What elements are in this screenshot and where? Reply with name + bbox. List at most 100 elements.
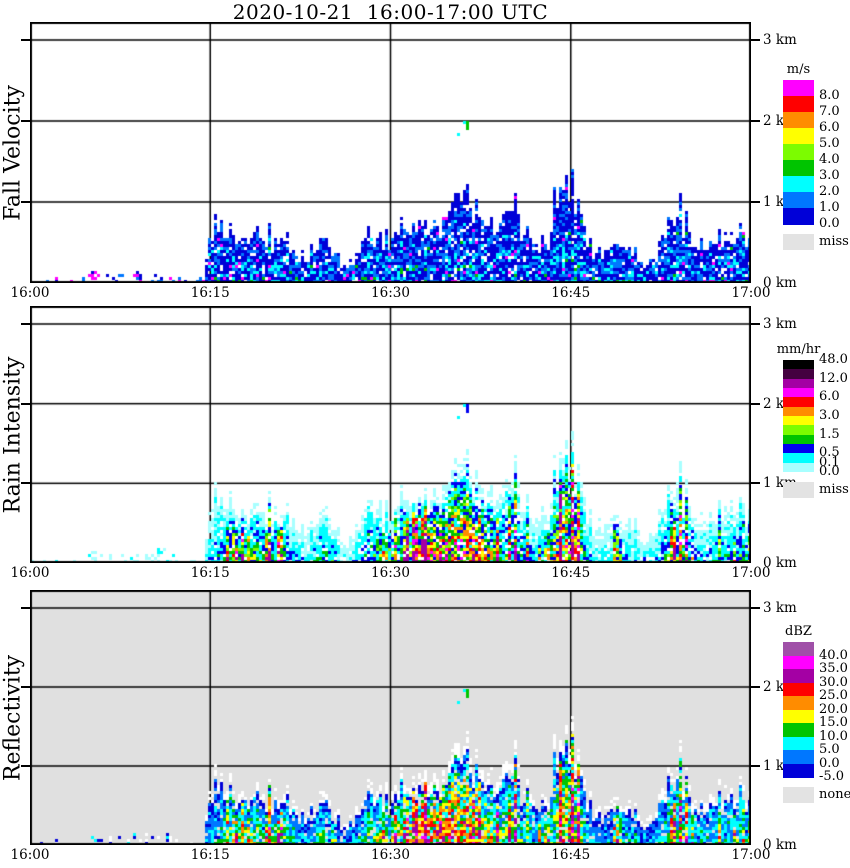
colorbar-value-label: 5.0	[819, 135, 840, 151]
time-tick-label: 17:00	[731, 847, 771, 863]
height-tick-right	[751, 482, 760, 485]
colorbar-value-label: 15.0	[819, 715, 848, 730]
colorbar-cell	[783, 208, 814, 225]
colorbar-cell	[783, 444, 814, 454]
colorbar-value-label: 1.5	[819, 426, 840, 442]
colorbar-value-label: 10.0	[819, 728, 848, 744]
colorbar-value-label: 0.1	[819, 454, 840, 470]
height-tick-left	[21, 120, 30, 122]
height-tick-right	[751, 201, 760, 203]
height-tick-left	[21, 323, 30, 325]
colorbar-value-label: 20.0	[819, 701, 848, 717]
colorbar-value-label: 8.0	[819, 87, 840, 103]
colorbar-value-label: 3.0	[819, 408, 840, 423]
colorbar-value-label: 0.0	[819, 755, 840, 771]
colorbar-cell	[783, 453, 814, 464]
time-tick-label: 16:15	[190, 847, 230, 863]
colorbar-cell	[783, 709, 814, 724]
colorbar-value-label: 4.0	[819, 152, 840, 167]
height-tick-left	[21, 39, 30, 41]
colorbar-cell	[783, 425, 814, 436]
colorbar-cell	[783, 434, 814, 445]
colorbar-cell	[783, 112, 814, 129]
colorbar-unit-dbz: dBZ	[785, 624, 812, 639]
colorbar-cell	[783, 750, 814, 764]
colorbar-cell	[783, 128, 814, 145]
colorbar-cell	[783, 462, 814, 473]
colorbar-cell	[783, 96, 814, 113]
reflectivity-heatmap	[30, 590, 751, 845]
height-tick-left	[21, 402, 30, 405]
colorbar-value-label: 35.0	[819, 661, 848, 676]
colorbar-value-label: 30.0	[819, 674, 848, 690]
time-tick-label: 16:00	[10, 285, 50, 301]
colorbar-value-label: 2.0	[819, 184, 840, 199]
colorbar-value-label: 48.0	[819, 352, 848, 367]
colorbar-missing-swatch	[783, 482, 814, 498]
height-tick-right	[751, 686, 760, 688]
fall-velocity-heatmap	[30, 22, 751, 283]
figure-title: 2020-10-21 16:00-17:00 UTC	[232, 0, 549, 24]
time-tick-label: 16:00	[10, 847, 50, 863]
colorbar-value-label: 40.0	[819, 647, 848, 663]
time-tick-label: 16:45	[551, 285, 591, 301]
height-tick-label: 3 km	[763, 316, 797, 332]
colorbar-value-label: 25.0	[819, 688, 848, 703]
height-tick-right	[751, 765, 760, 767]
colorbar-value-label: 12.0	[819, 370, 848, 386]
colorbar-cell	[783, 696, 814, 710]
height-tick-left	[21, 765, 30, 767]
height-tick-left	[21, 201, 30, 203]
time-tick-label: 16:45	[551, 847, 591, 863]
panel-title-fall-velocity: Fall Velocity	[0, 84, 25, 221]
colorbar-missing-label: miss	[819, 234, 849, 249]
colorbar-value-label: -5.0	[819, 769, 845, 784]
height-tick-right	[751, 39, 760, 41]
colorbar-cell	[783, 192, 814, 209]
colorbar-missing-swatch	[783, 234, 814, 250]
colorbar-cell	[783, 144, 814, 161]
colorbar-value-label: 0.0	[819, 216, 840, 231]
height-tick-right	[751, 607, 760, 609]
colorbar-cell	[783, 388, 814, 398]
time-tick-label: 16:15	[190, 565, 230, 581]
colorbar-cell	[783, 723, 814, 737]
colorbar-cell	[783, 369, 814, 380]
height-tick-right	[751, 323, 760, 325]
colorbar-value-label: 3.0	[819, 168, 840, 183]
colorbar-missing-label: none	[819, 787, 850, 802]
panel-title-reflectivity: Reflectivity	[0, 654, 25, 781]
time-tick-label: 16:30	[371, 565, 410, 581]
colorbar-cell	[783, 416, 814, 426]
time-tick-label: 16:00	[10, 565, 50, 581]
colorbar-value-label: 0.5	[819, 445, 840, 461]
colorbar-cell	[783, 397, 814, 408]
height-tick-label: 3 km	[763, 600, 797, 616]
colorbar-value-label: 6.0	[819, 119, 840, 135]
colorbar-missing-label: miss	[819, 482, 849, 497]
colorbar-value-label: 0.0	[819, 464, 840, 479]
colorbar-unit-m-s: m/s	[786, 62, 811, 77]
colorbar-cell	[783, 682, 814, 697]
rain-intensity-heatmap	[30, 306, 751, 563]
colorbar-value-label: 5.0	[819, 742, 840, 757]
time-tick-label: 16:30	[371, 847, 410, 863]
colorbar-cell	[783, 80, 814, 97]
panel-title-rain-intensity: Rain Intensity	[0, 356, 25, 513]
colorbar-cell	[783, 176, 814, 193]
time-tick-label: 17:00	[731, 285, 771, 301]
colorbar-cell	[783, 360, 814, 370]
height-tick-left	[21, 686, 30, 688]
height-tick-label: 0 km	[763, 275, 797, 291]
colorbar-cell	[783, 406, 814, 417]
colorbar-cell	[783, 655, 814, 670]
height-tick-label: 3 km	[763, 32, 797, 48]
colorbar-cell	[783, 669, 814, 683]
colorbar-value-label: 6.0	[819, 389, 840, 405]
colorbar-missing-swatch	[783, 787, 814, 803]
colorbar-cell	[783, 378, 814, 389]
height-tick-right	[751, 402, 760, 405]
time-tick-label: 16:45	[551, 565, 591, 581]
colorbar-unit-mm-hr: mm/hr	[776, 342, 821, 357]
